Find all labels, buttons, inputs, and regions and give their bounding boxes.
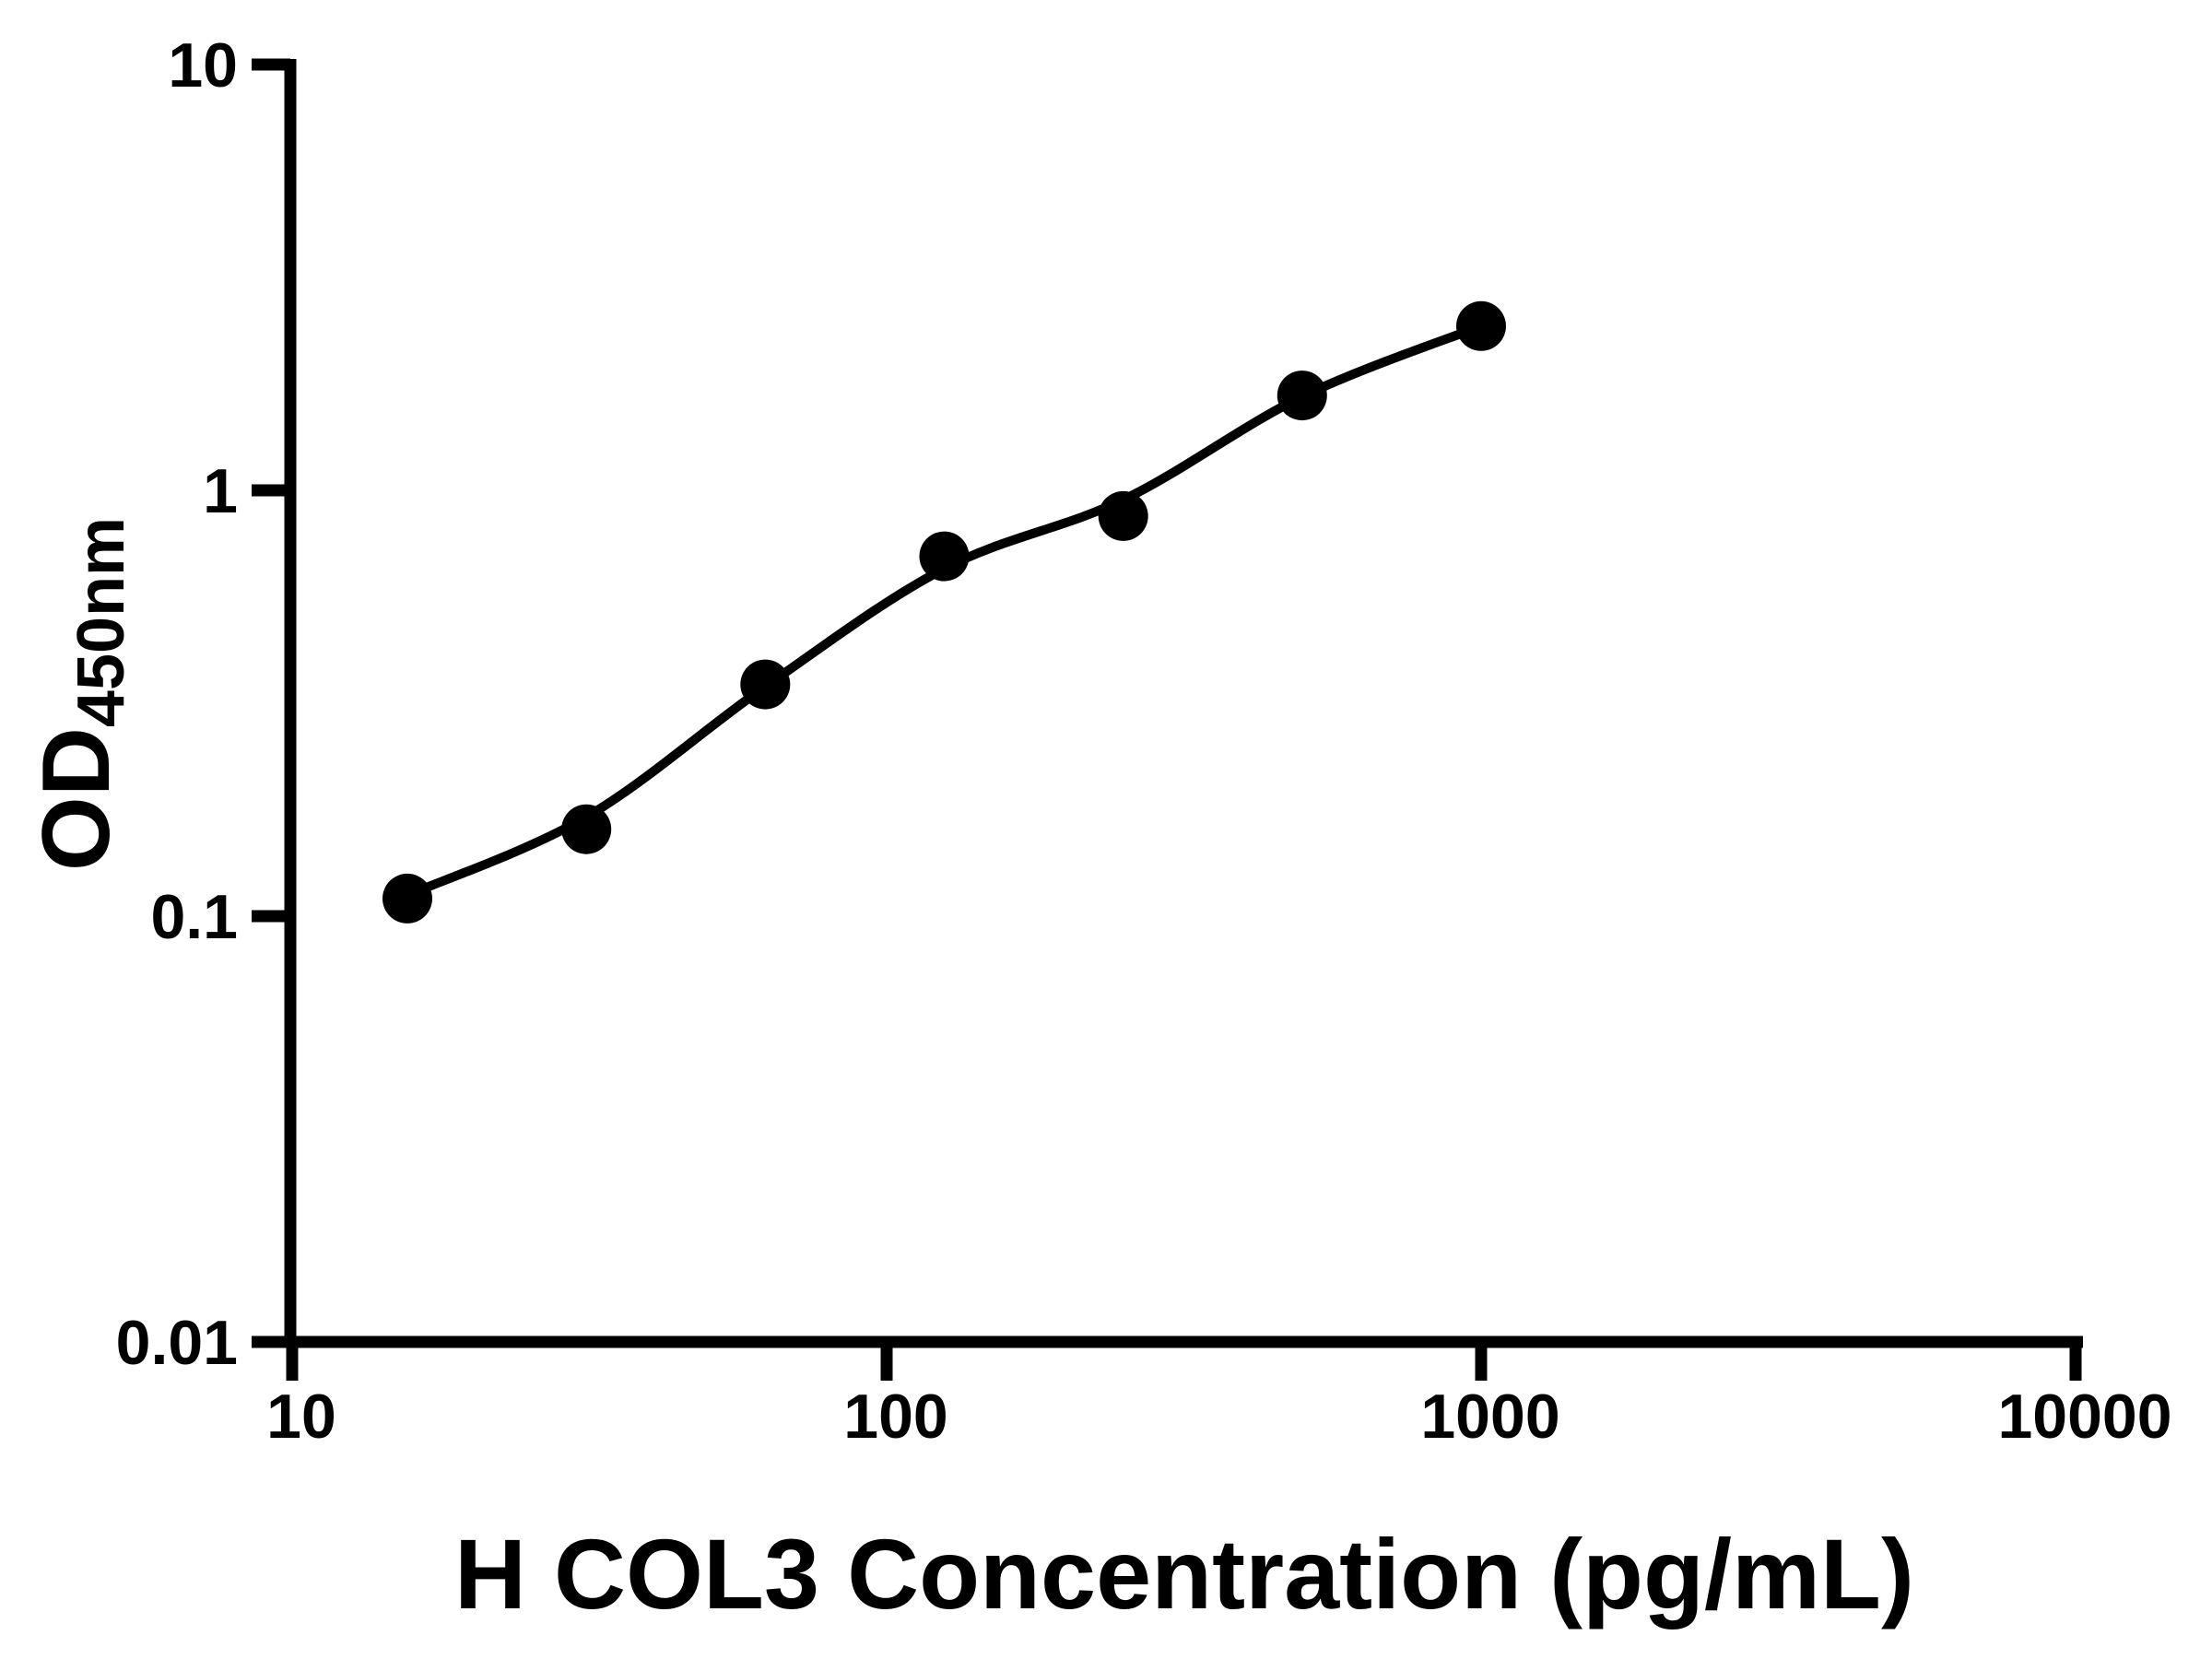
y-axis-tick-labels: 10 1 0.1 0.01 [116,30,238,1378]
data-point [561,804,612,854]
x-tick-label-100: 100 [843,1382,947,1452]
y-axis-title-subscript: 450nm [65,517,138,727]
data-point [919,531,970,582]
y-tick-label-0.01: 0.01 [116,1308,238,1378]
y-axis-title-main: OD [23,727,130,871]
data-point [1456,300,1506,351]
data-point [1277,371,1327,421]
data-point [382,873,432,924]
x-tick-label-10: 10 [266,1382,336,1452]
x-tick-label-10000: 10000 [1997,1382,2171,1452]
data-point [1098,490,1148,541]
x-axis-tick-labels: 10 100 1000 10000 [266,1382,2171,1452]
y-axis-ticks [252,58,290,1348]
data-points [382,300,1506,924]
x-axis-title: H COL3 Concentration (pg/mL) [454,1518,1914,1630]
x-axis-ticks [286,1342,2082,1381]
y-tick-label-1: 1 [203,456,238,526]
y-tick-label-10: 10 [168,30,238,100]
axes [284,59,2083,1348]
y-tick-label-0.1: 0.1 [150,882,238,952]
y-axis-title: OD450nm [23,517,138,871]
x-tick-label-1000: 1000 [1420,1382,1559,1452]
data-point [740,659,791,710]
